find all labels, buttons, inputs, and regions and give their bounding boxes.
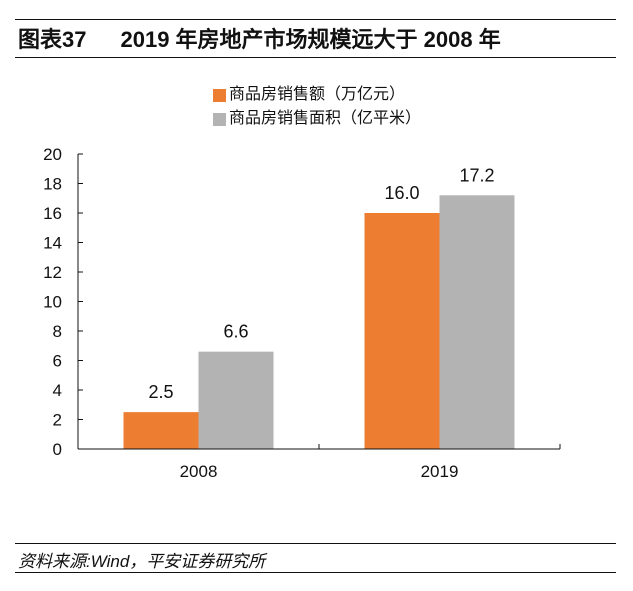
y-tick-label-8: 8 <box>53 322 62 341</box>
y-tick-label-4: 4 <box>53 381 62 400</box>
bar-2008-series-0 <box>123 412 199 449</box>
legend-label: 商品房销售额（万亿元） <box>229 86 406 103</box>
y-tick-label-0: 0 <box>53 440 62 459</box>
y-tick-label-2: 2 <box>53 411 62 430</box>
data-label-2008-series-1: 6.6 <box>223 322 248 342</box>
y-tick-label-10: 10 <box>43 293 62 312</box>
title-bottom-rule <box>15 57 616 58</box>
figure-title-text: 2019 年房地产市场规模远大于 2008 年 <box>120 27 501 52</box>
y-tick-label-6: 6 <box>53 352 62 371</box>
source-note: 资料来源:Wind，平安证券研究所 <box>18 552 266 571</box>
bar-2019-series-0 <box>364 213 440 449</box>
y-tick-label-12: 12 <box>43 263 62 282</box>
bar-2019-series-1 <box>439 195 515 449</box>
y-tick-label-16: 16 <box>43 204 62 223</box>
x-tick-label-2008: 2008 <box>180 462 218 481</box>
top-rule <box>15 19 616 20</box>
y-tick-label-20: 20 <box>43 145 62 164</box>
data-label-2019-series-1: 17.2 <box>459 165 494 185</box>
data-label-2008-series-0: 2.5 <box>148 382 173 402</box>
source-top-rule <box>15 543 616 544</box>
figure-number: 图表37 <box>18 27 87 52</box>
figure-title: 图表37 2019 年房地产市场规模远大于 2008 年 <box>18 22 501 54</box>
chart-legend: 商品房销售额（万亿元） 商品房销售面积（亿平米） <box>213 83 421 131</box>
legend-label: 商品房销售面积（亿平米） <box>229 110 422 127</box>
y-tick-label-18: 18 <box>43 175 62 194</box>
y-tick-label-14: 14 <box>43 234 62 253</box>
legend-swatch-gray <box>213 112 226 126</box>
legend-swatch-orange <box>213 88 226 102</box>
source-bottom-rule <box>15 572 616 573</box>
bar-2008-series-1 <box>198 351 274 449</box>
legend-item-sales-value: 商品房销售额（万亿元） <box>213 83 421 107</box>
x-tick-label-2019: 2019 <box>421 462 459 481</box>
legend-item-sales-area: 商品房销售面积（亿平米） <box>213 107 421 131</box>
data-label-2019-series-0: 16.0 <box>384 183 419 203</box>
